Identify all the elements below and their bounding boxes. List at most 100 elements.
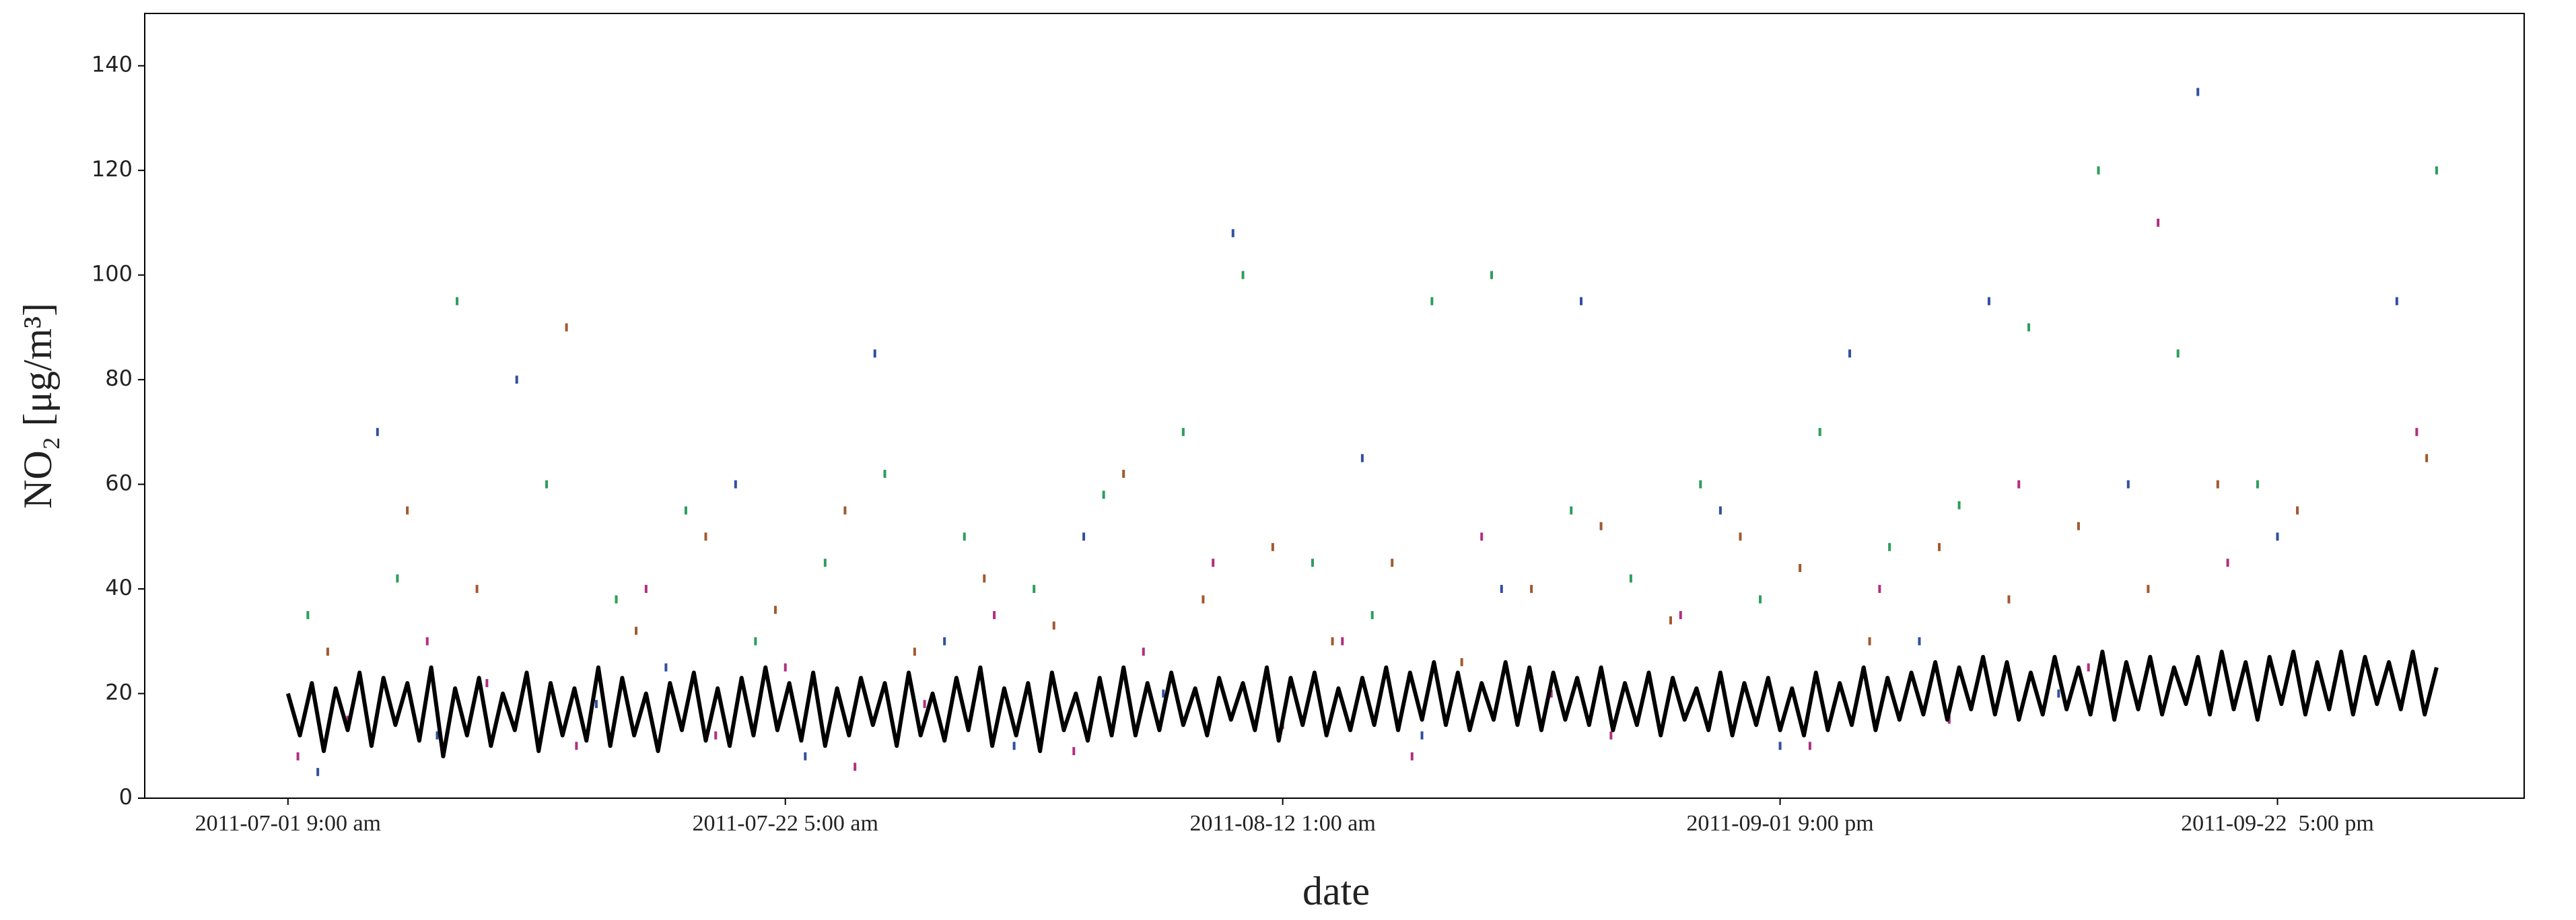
scatter-point — [1331, 637, 1334, 645]
scatter-point — [2196, 87, 2200, 96]
scatter-point — [1082, 532, 1086, 541]
scatter-point — [1868, 637, 1871, 645]
scatter-point — [983, 574, 986, 583]
scatter-point — [376, 427, 379, 436]
scatter-point — [1052, 621, 1055, 630]
scatter-point — [873, 349, 876, 358]
scatter-point — [1212, 559, 1215, 567]
scatter-point — [2007, 595, 2011, 604]
y-tick-label: 120 — [92, 156, 133, 182]
scatter-point — [1570, 506, 1573, 515]
scatter-point — [2395, 297, 2398, 306]
y-tick-label: 80 — [105, 365, 133, 391]
scatter-point — [1102, 491, 1105, 499]
scatter-point — [843, 506, 847, 515]
x-axis-label: date — [1302, 869, 1370, 913]
scatter-point — [913, 647, 916, 656]
scatter-point — [2276, 532, 2279, 541]
scatter-point — [1878, 585, 1881, 594]
scatter-point — [1033, 585, 1036, 594]
scatter-point — [734, 480, 737, 489]
scatter-point — [1162, 689, 1165, 698]
scatter-point — [773, 606, 777, 614]
scatter-point — [714, 731, 718, 740]
scatter-point — [1669, 616, 1673, 625]
scatter-point — [1629, 574, 1632, 583]
scatter-point — [2027, 323, 2031, 332]
x-tick-label: 2011-09-22 5:00 pm — [2181, 811, 2374, 836]
line — [285, 649, 2439, 758]
scatter-point — [804, 752, 807, 760]
scatter-point — [1530, 585, 1533, 594]
scatter-point — [1012, 742, 1016, 750]
scatter-point — [1490, 271, 1493, 279]
scatter-point — [2157, 218, 2160, 227]
scatter-point — [1888, 542, 1891, 551]
scatter-point — [1391, 559, 1394, 567]
scatter-point — [1181, 427, 1185, 436]
scatter-point — [296, 752, 300, 760]
scatter-point — [754, 637, 757, 645]
scatter-point — [1718, 506, 1722, 515]
scatter-point — [515, 376, 518, 384]
scatter-point — [2226, 559, 2229, 567]
scatter-point — [1241, 271, 1245, 279]
scatter-point — [615, 595, 618, 604]
scatter-point — [1609, 731, 1613, 740]
scatter-point — [1420, 731, 1424, 740]
scatter-point — [784, 663, 787, 672]
scatter-point — [1072, 747, 1076, 756]
scatter-point — [425, 637, 429, 645]
scatter-point — [1480, 532, 1484, 541]
y-tick-label: 60 — [105, 470, 133, 496]
scatter-point — [1271, 542, 1274, 551]
scatter-point — [456, 297, 459, 306]
scatter-point — [1202, 595, 1205, 604]
scatter-point — [2126, 480, 2130, 489]
scatter-point — [565, 323, 568, 332]
plot-area — [144, 13, 2525, 799]
x-tick-label: 2011-09-01 9:00 pm — [1686, 811, 1873, 836]
scatter-point — [2256, 480, 2259, 489]
y-tick-label: 100 — [92, 261, 133, 287]
scatter-point — [943, 637, 946, 645]
scatter-point — [436, 731, 439, 740]
y-axis-label: NO₂ [μg/m³] — [15, 303, 60, 509]
scatter-point — [1799, 563, 1802, 572]
y-tick-label: 20 — [105, 680, 133, 705]
scatter-point — [1987, 297, 1990, 306]
y-tick-label: 40 — [105, 575, 133, 600]
scatter-point — [1938, 542, 1941, 551]
y-tick-label: 0 — [119, 784, 133, 810]
scatter-point — [823, 559, 827, 567]
scatter-point — [1808, 742, 1811, 750]
scatter-point — [963, 532, 966, 541]
scatter-point — [1370, 610, 1374, 619]
scatter-point — [883, 470, 886, 479]
scatter-point — [644, 585, 648, 594]
scatter-point — [1818, 427, 1821, 436]
y-tick-label: 140 — [92, 52, 133, 77]
scatter-point — [993, 610, 996, 619]
scatter-point — [575, 742, 578, 750]
scatter-point — [594, 700, 598, 709]
scatter-point — [1410, 752, 1414, 760]
scatter-point — [1599, 522, 1603, 530]
x-tick-label: 2011-07-01 9:00 am — [195, 811, 381, 836]
scatter-point — [326, 647, 329, 656]
scatter-point — [1430, 297, 1434, 306]
scatter-point — [1231, 229, 1234, 238]
scatter-point — [2077, 522, 2080, 530]
scatter-point — [1580, 297, 1583, 306]
x-tick-label: 2011-07-22 5:00 am — [693, 811, 878, 836]
scatter-point — [684, 506, 687, 515]
scatter-point — [1311, 559, 1314, 567]
scatter-point — [2097, 166, 2100, 175]
scatter-point — [1699, 480, 1702, 489]
scatter-point — [2415, 427, 2418, 436]
scatter-point — [1500, 585, 1503, 594]
scatter-point — [545, 480, 549, 489]
scatter-point — [854, 763, 857, 771]
scatter-point — [2296, 506, 2299, 515]
